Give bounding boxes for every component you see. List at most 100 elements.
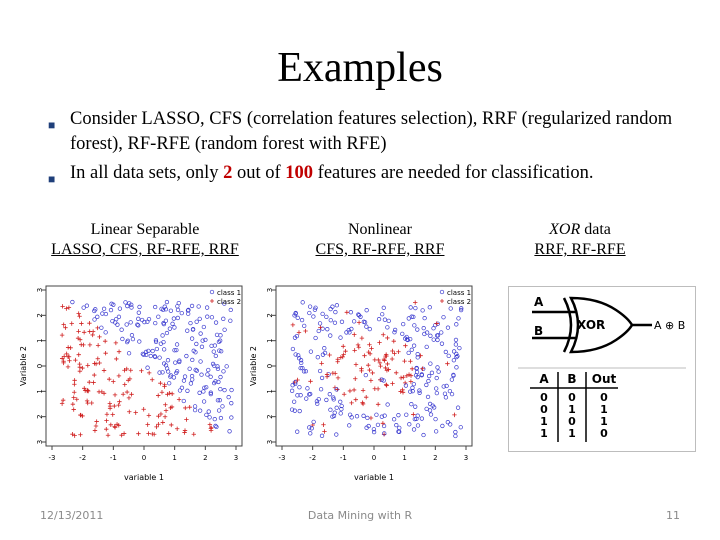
class2-point <box>162 384 167 389</box>
class1-point <box>454 322 459 327</box>
class2-point <box>72 382 77 387</box>
class2-point <box>191 432 196 437</box>
class1-point <box>140 351 145 357</box>
class1-point <box>338 399 343 404</box>
footer-date: 12/13/2011 <box>40 509 104 522</box>
class2-point <box>117 399 122 404</box>
class1-point <box>218 415 224 421</box>
truth-table-cell: 0 <box>568 391 576 404</box>
class1-point <box>380 312 385 317</box>
class1-point <box>295 393 300 398</box>
class1-point <box>320 326 325 331</box>
class1-point <box>110 318 115 324</box>
class1-point <box>391 417 397 422</box>
class2-point <box>146 370 152 376</box>
class1-point <box>449 391 455 397</box>
class1-point <box>198 331 203 336</box>
x-tick-label: -1 <box>110 454 117 462</box>
class1-point <box>194 368 199 373</box>
class1-point <box>319 375 325 381</box>
class1-point <box>157 370 162 375</box>
class1-point <box>213 423 218 429</box>
class1-point <box>123 300 128 305</box>
class1-point <box>99 325 104 330</box>
class1-point <box>159 306 164 312</box>
class1-point <box>206 367 211 373</box>
class2-point <box>335 375 341 381</box>
class1-point <box>448 306 453 311</box>
class1-point <box>229 401 234 406</box>
class2-point <box>445 361 450 366</box>
class1-point <box>404 412 409 417</box>
class2-point <box>81 342 86 348</box>
class2-point <box>335 357 340 362</box>
class1-point <box>451 349 457 354</box>
class2-point <box>71 407 76 412</box>
class1-point <box>453 337 459 343</box>
class2-point <box>78 412 83 418</box>
class2-point <box>366 363 371 368</box>
class1-point <box>430 403 435 408</box>
class1-point <box>339 403 344 409</box>
class1-point <box>412 323 417 328</box>
class1-point <box>208 390 213 395</box>
class2-point <box>85 363 90 368</box>
class1-point <box>129 302 134 307</box>
class1-point <box>346 327 351 333</box>
class2-point <box>126 395 132 401</box>
class1-point <box>308 349 314 354</box>
class1-point <box>314 399 320 404</box>
class1-point <box>95 314 100 319</box>
class1-point <box>143 349 149 355</box>
class1-point <box>396 413 401 418</box>
class1-point <box>316 328 321 334</box>
class2-point <box>384 368 390 373</box>
class1-point <box>291 399 297 404</box>
class1-point <box>137 339 142 344</box>
class1-point <box>305 386 310 391</box>
class1-point <box>422 315 427 321</box>
class1-point <box>453 433 458 439</box>
class2-point <box>79 321 84 326</box>
class1-point <box>386 318 391 324</box>
class1-point <box>292 408 297 413</box>
class1-point <box>111 302 116 307</box>
class1-point <box>167 381 172 386</box>
class1-point <box>290 383 295 388</box>
footer-page-number: 11 <box>666 509 680 522</box>
class1-point <box>331 413 337 419</box>
class2-point <box>290 322 296 328</box>
bullet-list: ■ Consider LASSO, CFS (correlation featu… <box>48 107 688 190</box>
class1-point <box>331 397 336 402</box>
y-tick-label: 3 <box>36 440 44 444</box>
class1-point <box>434 375 439 381</box>
class1-point <box>217 398 222 403</box>
class2-point <box>174 426 180 431</box>
class1-point <box>92 317 97 322</box>
class1-point <box>130 336 136 342</box>
class2-point <box>330 370 336 376</box>
class2-point <box>127 409 132 414</box>
class1-point <box>93 307 98 312</box>
class1-point <box>325 327 330 332</box>
class2-point <box>394 370 399 376</box>
class2-point <box>408 379 414 384</box>
class1-point <box>296 353 301 358</box>
class1-point <box>443 395 449 400</box>
class1-point <box>161 347 167 352</box>
class2-point <box>367 342 372 347</box>
class1-point <box>453 342 459 347</box>
class1-point <box>363 373 368 378</box>
class1-point <box>309 426 314 431</box>
class1-point <box>442 391 448 396</box>
class1-point <box>108 307 114 313</box>
x-axis-label: variable 1 <box>124 473 164 482</box>
class1-point <box>168 373 174 378</box>
truth-table-cell: 1 <box>600 403 608 416</box>
class2-point <box>122 368 127 373</box>
class1-point <box>364 324 369 329</box>
class1-point <box>448 422 453 427</box>
class1-point <box>222 301 227 306</box>
legend-class2-label: class 2 <box>447 298 471 306</box>
x-tick-label: 3 <box>234 454 238 462</box>
